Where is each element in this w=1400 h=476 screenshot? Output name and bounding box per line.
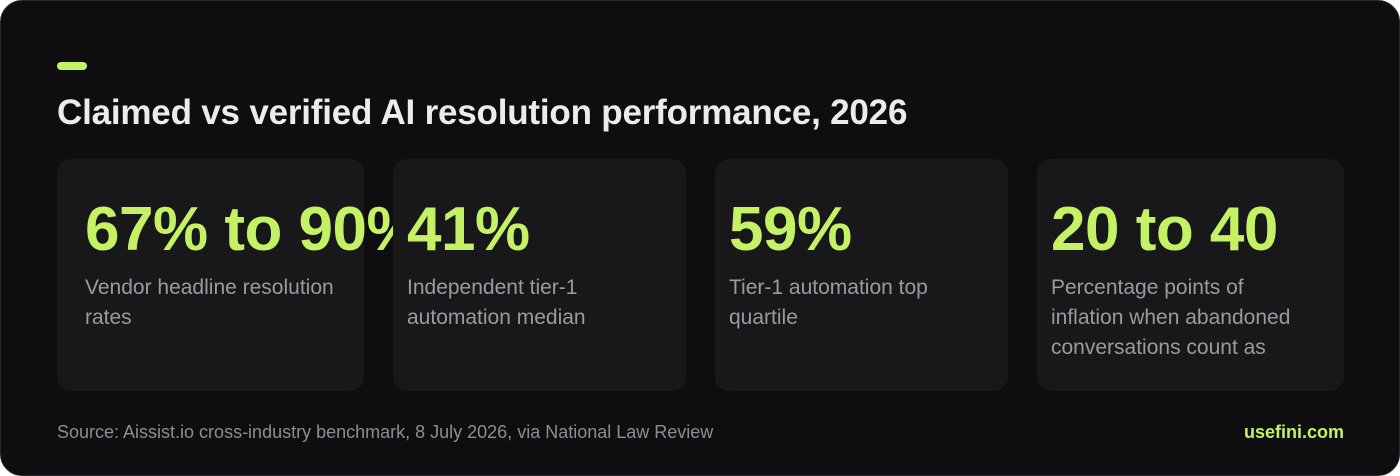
stat-label: Independent tier-1 automation median <box>407 276 586 329</box>
stat-value: 20 to 40 <box>1051 195 1278 264</box>
stat-card-inflation: 20 to 40 Percentage points of inflation … <box>1037 159 1344 391</box>
stat-value: 41% <box>407 195 530 264</box>
stat-label: Percentage points of inflation when aban… <box>1051 276 1291 359</box>
stat-value: 59% <box>729 195 852 264</box>
source-note: Source: Aissist.io cross-industry benchm… <box>57 422 714 442</box>
accent-bar <box>57 62 87 70</box>
stat-label: Vendor headline resolution rates <box>85 276 334 329</box>
stat-value: 67% to 90% <box>85 195 422 264</box>
stat-card-top-quartile: 59% Tier-1 automation top quartile <box>715 159 1008 391</box>
brand-link[interactable]: usefini.com <box>1243 422 1344 442</box>
stat-label: Tier-1 automation top quartile <box>729 276 928 329</box>
stat-card-independent-median: 41% Independent tier-1 automation median <box>393 159 686 391</box>
stat-card-vendor-headline: 67% to 90% Vendor headline resolution ra… <box>57 159 422 391</box>
page-title: Claimed vs verified AI resolution perfor… <box>57 93 908 132</box>
